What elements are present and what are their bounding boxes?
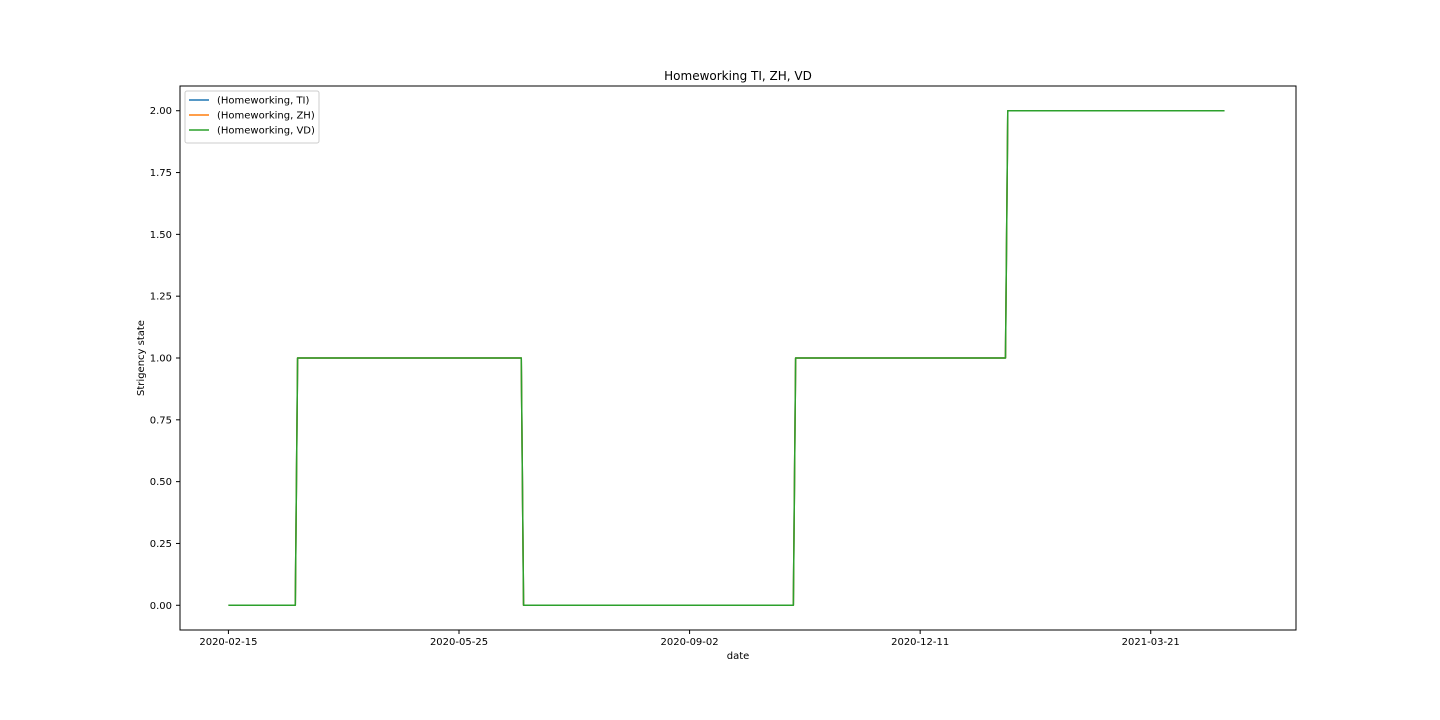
y-tick-label: 1.00 <box>150 354 172 365</box>
series-line-3 <box>228 109 1225 607</box>
y-tick-label: 1.75 <box>150 168 172 179</box>
y-tick-label: 1.50 <box>150 230 172 241</box>
x-tick-label: 2020-12-11 <box>891 637 949 648</box>
legend-label: (Homeworking, TI) <box>217 96 310 107</box>
y-tick-label: 0.50 <box>150 477 172 488</box>
legend-box <box>184 90 320 144</box>
y-axis: 0.00 0.25 0.50 0.75 1.00 1.25 1.50 1.75 2.00 <box>150 106 180 612</box>
legend: (Homeworking, TI) (Homeworking, ZH) (Homew… <box>184 90 320 144</box>
y-tick-label: 2.00 <box>150 106 172 117</box>
y-tick-label: 0.00 <box>150 601 172 612</box>
legend-label: (Homeworking, ZH) <box>217 111 315 122</box>
x-tick-label: 2020-09-02 <box>661 637 719 648</box>
y-tick-label: 0.75 <box>150 415 172 426</box>
chart-title: Homeworking TI, ZH, VD <box>664 69 812 83</box>
x-axis: 2020-02-15 2020-05-25 2020-09-02 2020-12-11… <box>199 630 1180 648</box>
y-tick-label: 1.25 <box>150 292 172 303</box>
y-axis-label: Strigency state <box>136 320 147 396</box>
x-axis-label: date <box>727 651 750 662</box>
x-tick-label: 2021-03-21 <box>1122 637 1180 648</box>
x-tick-label: 2020-02-15 <box>199 637 257 648</box>
series-layer <box>228 109 1225 607</box>
legend-label: (Homeworking, VD) <box>217 126 315 137</box>
y-tick-label: 0.25 <box>150 539 172 550</box>
x-tick-label: 2020-05-25 <box>430 637 488 648</box>
